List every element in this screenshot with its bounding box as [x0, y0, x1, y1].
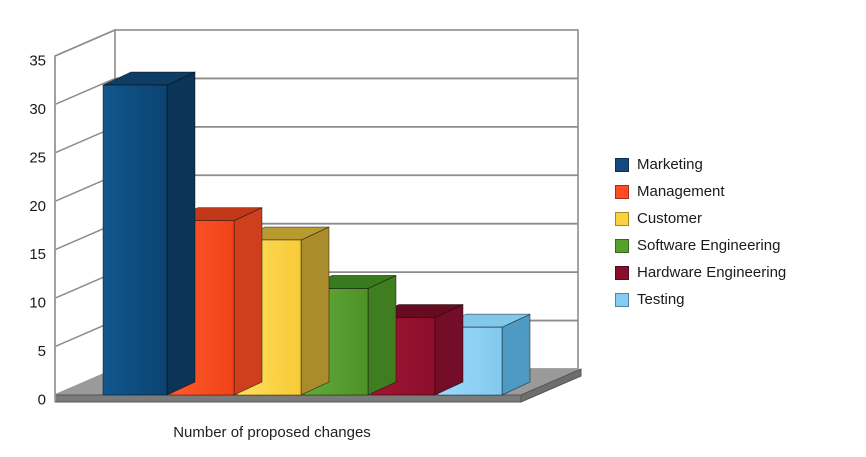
floor-front-face — [54, 394, 522, 403]
legend: Marketing Management Customer Software Engi… — [615, 151, 786, 313]
legend-swatch-hardware-engineering — [615, 265, 629, 280]
chart-scene: 0 5 10 15 20 25 30 35 — [29, 28, 582, 409]
y-tick-label-35: 35 — [29, 52, 46, 69]
y-tick-label-20: 20 — [29, 198, 46, 215]
bar-front-face — [102, 84, 168, 396]
y-tick-label-25: 25 — [29, 149, 46, 166]
legend-swatch-testing — [615, 292, 629, 307]
bar-marketing — [102, 71, 196, 396]
y-tick-label-0: 0 — [38, 392, 46, 409]
legend-label: Testing — [637, 290, 685, 308]
gridline-wall-30 — [54, 77, 116, 106]
y-tick-label-5: 5 — [38, 343, 46, 360]
bar-side-face — [233, 207, 263, 396]
legend-item-management: Management — [615, 178, 786, 205]
x-axis-title: Number of proposed changes — [173, 424, 371, 441]
bar-side-face — [166, 71, 196, 396]
bar-side-face — [434, 304, 464, 396]
y-tick-label-10: 10 — [29, 295, 46, 312]
floor-side-face — [520, 368, 582, 403]
legend-label: Customer — [637, 209, 703, 227]
legend-label: Management — [637, 182, 725, 200]
legend-item-software-engineering: Software Engineering — [615, 232, 786, 259]
legend-item-testing: Testing — [615, 286, 786, 313]
legend-item-customer: Customer — [615, 205, 786, 232]
legend-swatch-software-engineering — [615, 238, 629, 253]
y-tick-label-15: 15 — [29, 246, 46, 263]
bar-side-face — [501, 313, 531, 396]
legend-swatch-customer — [615, 211, 629, 226]
gridline-wall-35 — [54, 29, 116, 57]
bar-side-face — [300, 226, 330, 396]
legend-label: Hardware Engineering — [637, 263, 787, 281]
legend-label: Marketing — [637, 155, 703, 173]
legend-swatch-marketing — [615, 157, 629, 172]
legend-item-marketing: Marketing — [615, 151, 786, 178]
legend-swatch-management — [615, 184, 629, 199]
y-tick-label-30: 30 — [29, 101, 46, 118]
legend-item-hardware-engineering: Hardware Engineering — [615, 259, 786, 286]
bar-side-face — [367, 275, 397, 396]
legend-label: Software Engineering — [637, 236, 781, 254]
